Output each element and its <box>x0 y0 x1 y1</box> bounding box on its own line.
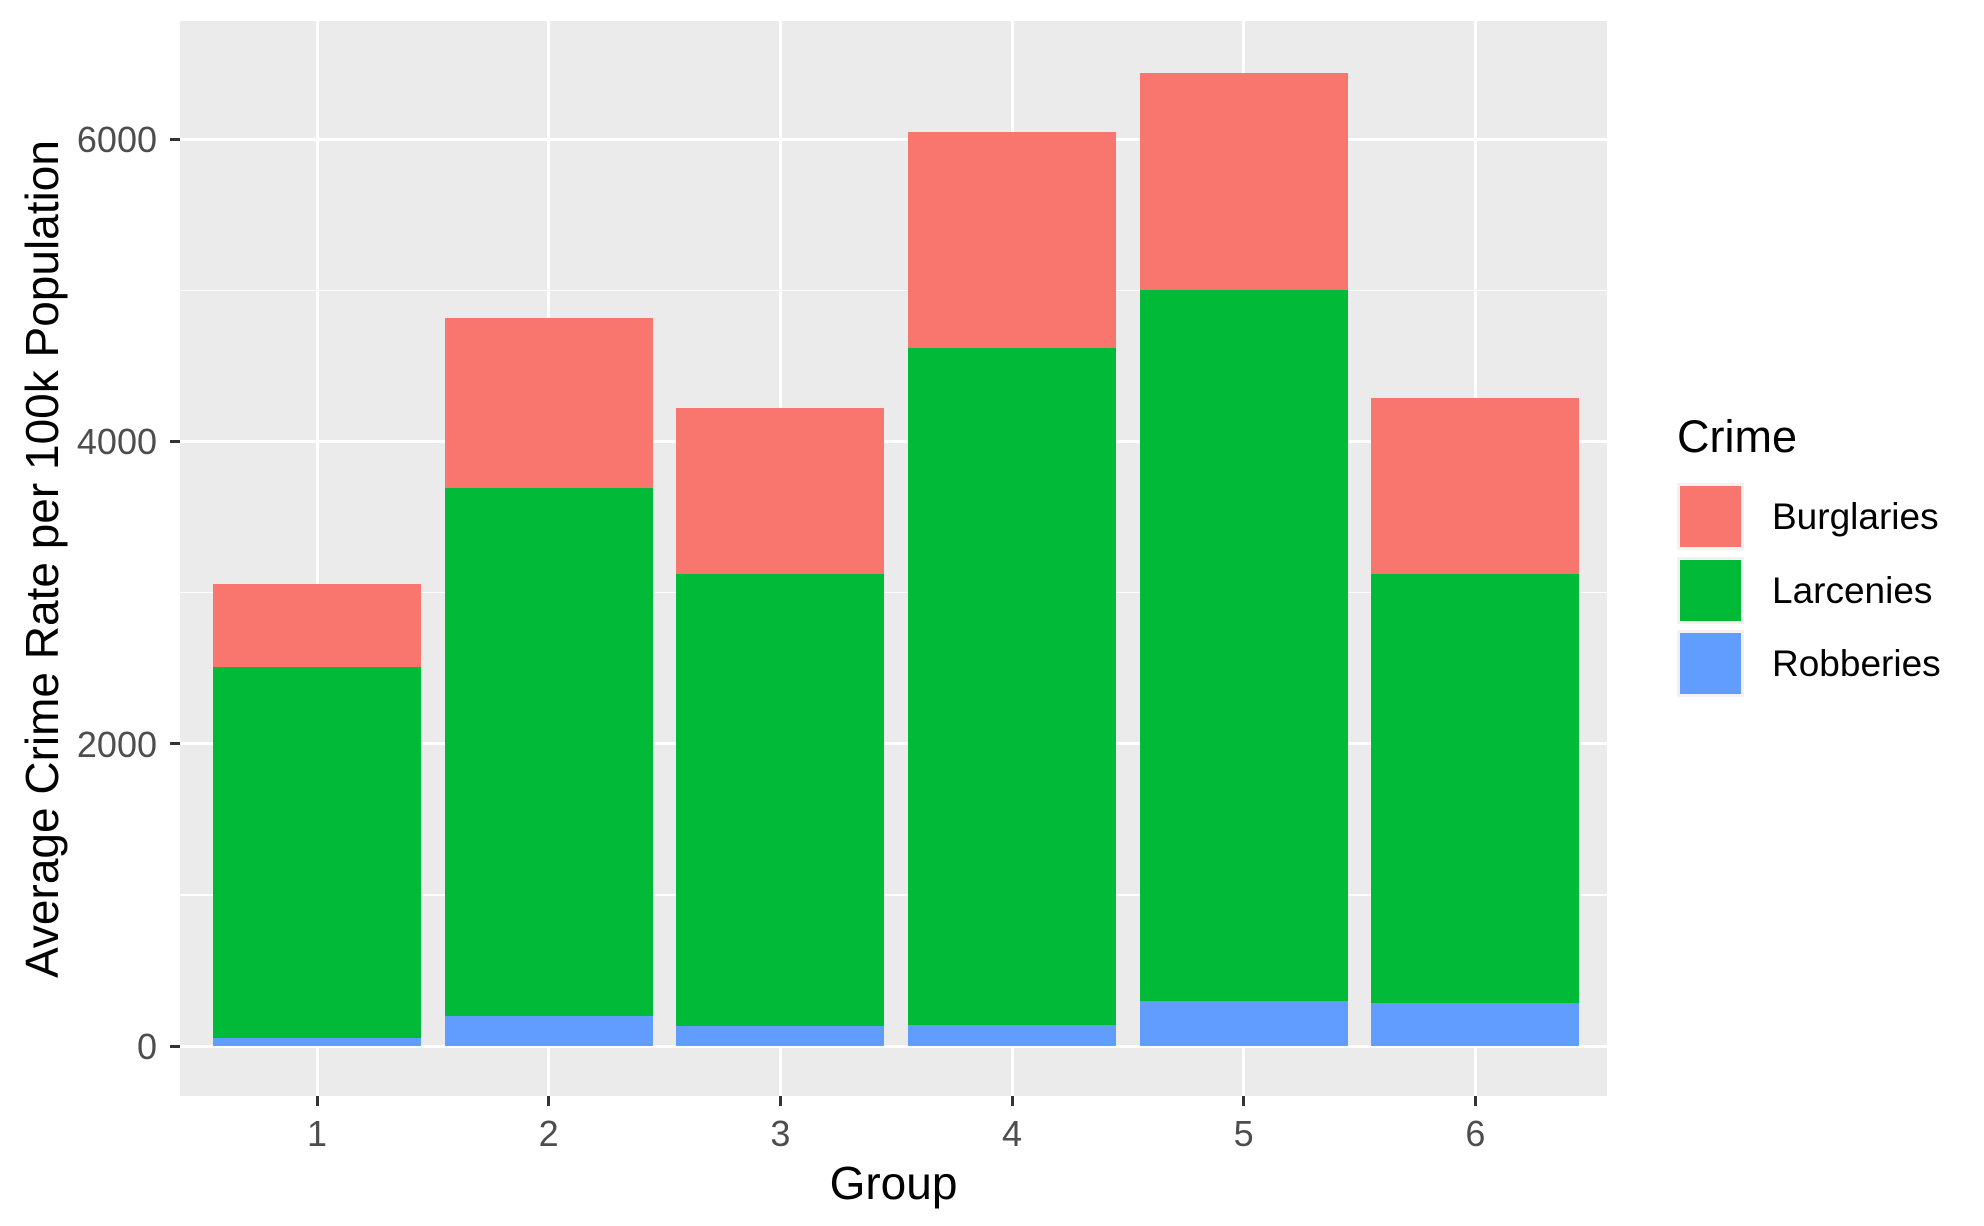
h-major-gridline-6000 <box>180 137 1607 141</box>
bar-segment-burglaries-group-1 <box>213 584 421 668</box>
bar-group-4 <box>908 132 1116 1046</box>
bar-group-6 <box>1371 398 1580 1046</box>
bar-group-1 <box>213 584 421 1046</box>
legend-key-robberies <box>1677 630 1744 697</box>
y-tick-label-4000: 4000 <box>76 421 157 463</box>
bar-segment-robberies-group-5 <box>1139 1000 1348 1046</box>
legend-title: Crime <box>1677 411 1797 462</box>
x-tick-mark-5 <box>1242 1096 1246 1106</box>
legend-key-larcenies <box>1677 556 1744 624</box>
legend-item-robberies: Robberies <box>1677 630 1941 697</box>
x-tick-label-4: 4 <box>1001 1113 1023 1154</box>
legend-key-burglaries <box>1677 483 1744 550</box>
y-tick-mark-4000 <box>170 439 180 443</box>
x-axis-title: Group <box>829 1157 958 1209</box>
x-tick-mark-6 <box>1473 1096 1477 1106</box>
h-minor-gridline-1000 <box>180 894 1607 896</box>
legend-item-larcenies: Larcenies <box>1677 556 1933 624</box>
bar-segment-burglaries-group-3 <box>676 408 885 574</box>
bar-segment-robberies-group-4 <box>908 1024 1116 1046</box>
bar-segment-larcenies-group-6 <box>1371 573 1580 1003</box>
x-tick-mark-2 <box>547 1096 551 1106</box>
v-major-gridline-1 <box>315 21 319 1096</box>
plot-panel <box>180 21 1607 1096</box>
bar-segment-burglaries-group-6 <box>1371 398 1580 574</box>
x-tick-mark-1 <box>315 1096 319 1106</box>
legend-item-burglaries: Burglaries <box>1677 483 1939 550</box>
y-tick-mark-0 <box>170 1044 180 1048</box>
legend-label-robberies: Robberies <box>1772 643 1941 684</box>
bar-segment-robberies-group-6 <box>1371 1002 1580 1046</box>
h-minor-gridline-5000 <box>180 289 1607 292</box>
y-tick-mark-6000 <box>170 137 180 141</box>
bar-segment-robberies-group-3 <box>676 1025 885 1046</box>
y-tick-label-0: 0 <box>136 1026 157 1067</box>
bar-segment-larcenies-group-1 <box>213 667 421 1039</box>
h-major-gridline-0 <box>180 1044 1607 1048</box>
x-tick-label-1: 1 <box>306 1113 328 1154</box>
y-tick-label-2000: 2000 <box>76 723 157 765</box>
legend-key-swatch-larcenies <box>1680 559 1741 621</box>
legend-label-larcenies: Larcenies <box>1772 569 1933 611</box>
bar-segment-burglaries-group-5 <box>1139 72 1348 291</box>
x-tick-mark-3 <box>778 1096 782 1106</box>
bar-segment-larcenies-group-2 <box>444 488 653 1016</box>
y-tick-label-6000: 6000 <box>76 119 157 161</box>
bar-group-2 <box>444 317 653 1046</box>
h-major-gridline-4000 <box>180 439 1607 443</box>
bar-group-5 <box>1139 72 1348 1046</box>
h-major-gridline-2000 <box>180 742 1607 746</box>
x-tick-label-2: 2 <box>538 1113 559 1154</box>
x-tick-mark-4 <box>1010 1096 1014 1106</box>
bar-group-3 <box>676 408 885 1046</box>
bar-segment-burglaries-group-2 <box>444 317 653 489</box>
bar-segment-burglaries-group-4 <box>908 132 1116 348</box>
x-tick-label-3: 3 <box>770 1113 791 1154</box>
bar-segment-robberies-group-1 <box>213 1038 421 1046</box>
x-tick-label-6: 6 <box>1465 1113 1486 1154</box>
bar-segment-larcenies-group-3 <box>676 573 885 1026</box>
y-tick-mark-2000 <box>170 742 180 746</box>
y-axis-title: Average Crime Rate per 100k Population <box>16 139 68 978</box>
legend-key-swatch-burglaries <box>1680 486 1741 547</box>
x-tick-label-5: 5 <box>1233 1113 1254 1154</box>
bar-segment-larcenies-group-5 <box>1139 290 1348 1001</box>
legend-label-burglaries: Burglaries <box>1772 496 1939 537</box>
bar-segment-robberies-group-2 <box>444 1015 653 1046</box>
bar-segment-larcenies-group-4 <box>908 347 1116 1025</box>
h-minor-gridline-3000 <box>180 591 1607 594</box>
legend-key-swatch-robberies <box>1680 633 1741 694</box>
